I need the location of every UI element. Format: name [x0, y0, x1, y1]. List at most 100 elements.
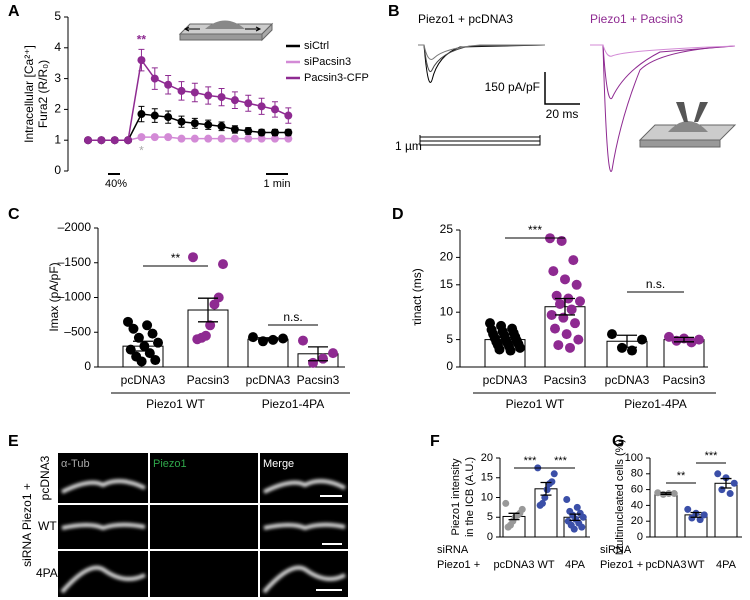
data-point: [555, 298, 565, 309]
data-point: [318, 353, 328, 364]
y-tick-label: 15: [440, 277, 454, 291]
data-point: [270, 134, 279, 143]
data-point: [147, 328, 158, 339]
data-point: [298, 335, 308, 346]
data-point: [700, 511, 708, 519]
data-point: [188, 252, 198, 263]
legend-label: siPacsin3: [304, 56, 351, 68]
data-point: [571, 279, 582, 290]
data-point: [718, 486, 726, 494]
data-point: [515, 342, 525, 353]
data-point: [627, 345, 637, 356]
group-label: Piezo1 WT: [146, 397, 205, 411]
data-point: [230, 134, 239, 143]
panel-label: A: [8, 3, 20, 20]
stretch-inset: [178, 20, 274, 42]
data-point: [550, 470, 558, 478]
x-tick-label: pcDNA3: [605, 373, 650, 387]
data-point: [177, 134, 186, 143]
trace-title: Piezo1 + pcDNA3: [418, 12, 513, 26]
data-point: [204, 120, 213, 129]
error-bar: [720, 477, 732, 489]
data-point: [578, 523, 586, 531]
data-point: [230, 96, 239, 105]
significance-label: n.s.: [646, 277, 665, 291]
data-point: [268, 334, 278, 345]
y-tick-label: –500: [64, 324, 91, 338]
data-point: [164, 113, 173, 122]
data-point: [670, 490, 678, 498]
significance-label: ***: [554, 455, 568, 467]
data-point: [218, 259, 228, 270]
data-point: [97, 136, 106, 145]
data-point: [244, 126, 253, 135]
error-bar: [690, 511, 702, 518]
data-point: [694, 334, 704, 345]
data-point: [654, 489, 662, 497]
data-point: [714, 470, 722, 478]
patch-inset: [638, 102, 737, 148]
significance-label: ***: [524, 455, 538, 467]
y-axis-label: Piezo1 intensity: [450, 458, 462, 536]
data-point: [568, 255, 579, 266]
y-tick-label: 0: [84, 359, 91, 373]
row-label: Piezo1 +: [437, 559, 480, 571]
error-bar: [133, 340, 153, 352]
data-point: [558, 312, 569, 323]
x-tick-label: 4PA: [565, 559, 586, 571]
error-bar: [540, 481, 552, 496]
significance-label: ***: [705, 450, 719, 462]
data-point: [244, 99, 253, 108]
data-point: [494, 344, 505, 355]
data-point: [136, 356, 147, 367]
data-point: [110, 136, 119, 145]
micrographs: [58, 453, 348, 597]
data-point: [133, 332, 144, 343]
data-point: [607, 329, 617, 340]
error-bar: [555, 297, 575, 316]
scale-label: 1 min: [264, 178, 291, 190]
error-bar: [617, 334, 637, 348]
data-point: [722, 474, 730, 482]
data-point: [150, 133, 159, 142]
y-tick-label: –1500: [58, 255, 92, 269]
row-label: pcDNA3: [38, 455, 52, 500]
data-point: [137, 133, 146, 142]
bar: [714, 482, 738, 538]
legend-label: Pacsin3-CFP: [304, 72, 369, 84]
scale-label: 20 ms: [546, 107, 579, 121]
error-bar: [308, 346, 328, 362]
panel-label: E: [8, 433, 19, 450]
data-point: [137, 56, 146, 65]
data-point: [502, 499, 510, 507]
data-point: [139, 341, 150, 352]
data-point: [543, 486, 551, 494]
data-point: [504, 523, 512, 531]
data-point: [125, 344, 136, 355]
y-tick-label: 15: [481, 472, 493, 484]
data-point: [270, 128, 279, 137]
row-label: siRNA: [600, 544, 632, 556]
data-point: [550, 323, 560, 334]
data-point: [665, 490, 673, 498]
data-point: [153, 337, 163, 348]
data-point: [217, 134, 226, 143]
data-point: [556, 235, 567, 246]
data-point: [123, 316, 133, 327]
data-point: [560, 274, 570, 285]
annotation: *: [139, 143, 144, 157]
y-tick-label: 5: [446, 332, 453, 346]
data-point: [164, 80, 173, 89]
y-tick-label: 4: [54, 40, 61, 54]
legend-label: siCtrl: [304, 40, 329, 52]
series-line: [88, 58, 289, 141]
error-bar: [198, 297, 218, 323]
data-point: [124, 136, 133, 145]
x-tick-label: pcDNA3: [483, 373, 528, 387]
group-label: Piezo1-4PA: [624, 397, 686, 411]
error-bar: [660, 492, 672, 495]
data-point: [575, 296, 585, 307]
data-point: [284, 128, 293, 137]
data-point: [258, 336, 268, 347]
significance-label: n.s.: [283, 310, 302, 324]
